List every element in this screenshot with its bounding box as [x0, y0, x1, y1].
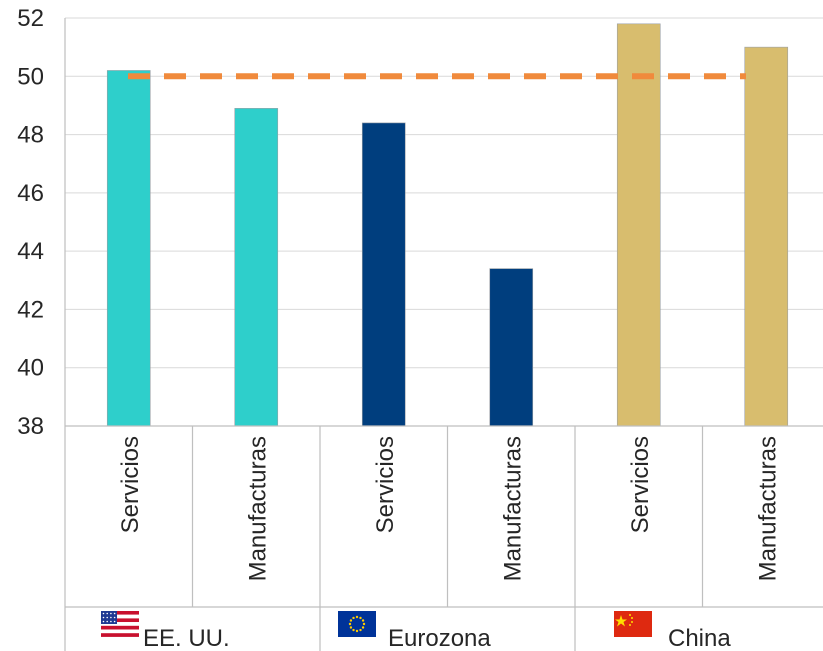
gridlines [65, 17, 823, 369]
y-tick-label: 44 [17, 238, 44, 265]
category-label: Servicios [372, 436, 399, 533]
bar [234, 108, 279, 427]
group-label: Eurozona [388, 625, 491, 651]
bar [744, 46, 789, 427]
y-tick-label: 42 [17, 296, 44, 323]
us-flag-icon [101, 611, 139, 637]
china-flag-icon [614, 611, 652, 637]
y-tick-label: 50 [17, 63, 44, 90]
y-tick-label: 48 [17, 122, 44, 149]
y-tick-label: 40 [17, 355, 44, 382]
bar [361, 122, 406, 427]
y-tick-label: 52 [17, 5, 44, 32]
category-label: Manufacturas [499, 436, 526, 581]
bar [616, 23, 661, 427]
group-label: EE. UU. [143, 625, 230, 651]
category-label: Servicios [627, 436, 654, 533]
bar [489, 268, 534, 427]
y-tick-label: 46 [17, 180, 44, 207]
eu-flag-icon [338, 611, 376, 637]
category-label: Manufacturas [244, 436, 271, 581]
category-label: Manufacturas [754, 436, 781, 581]
labels: 38 40 42 44 46 48 50 52 Servicios Manufacturas Ser… [17, 5, 781, 651]
group-label: China [668, 625, 731, 651]
y-tick-label: 38 [17, 413, 44, 440]
bar [106, 70, 151, 427]
bars [106, 23, 789, 427]
category-label: Servicios [117, 436, 144, 533]
axes [64, 18, 823, 651]
